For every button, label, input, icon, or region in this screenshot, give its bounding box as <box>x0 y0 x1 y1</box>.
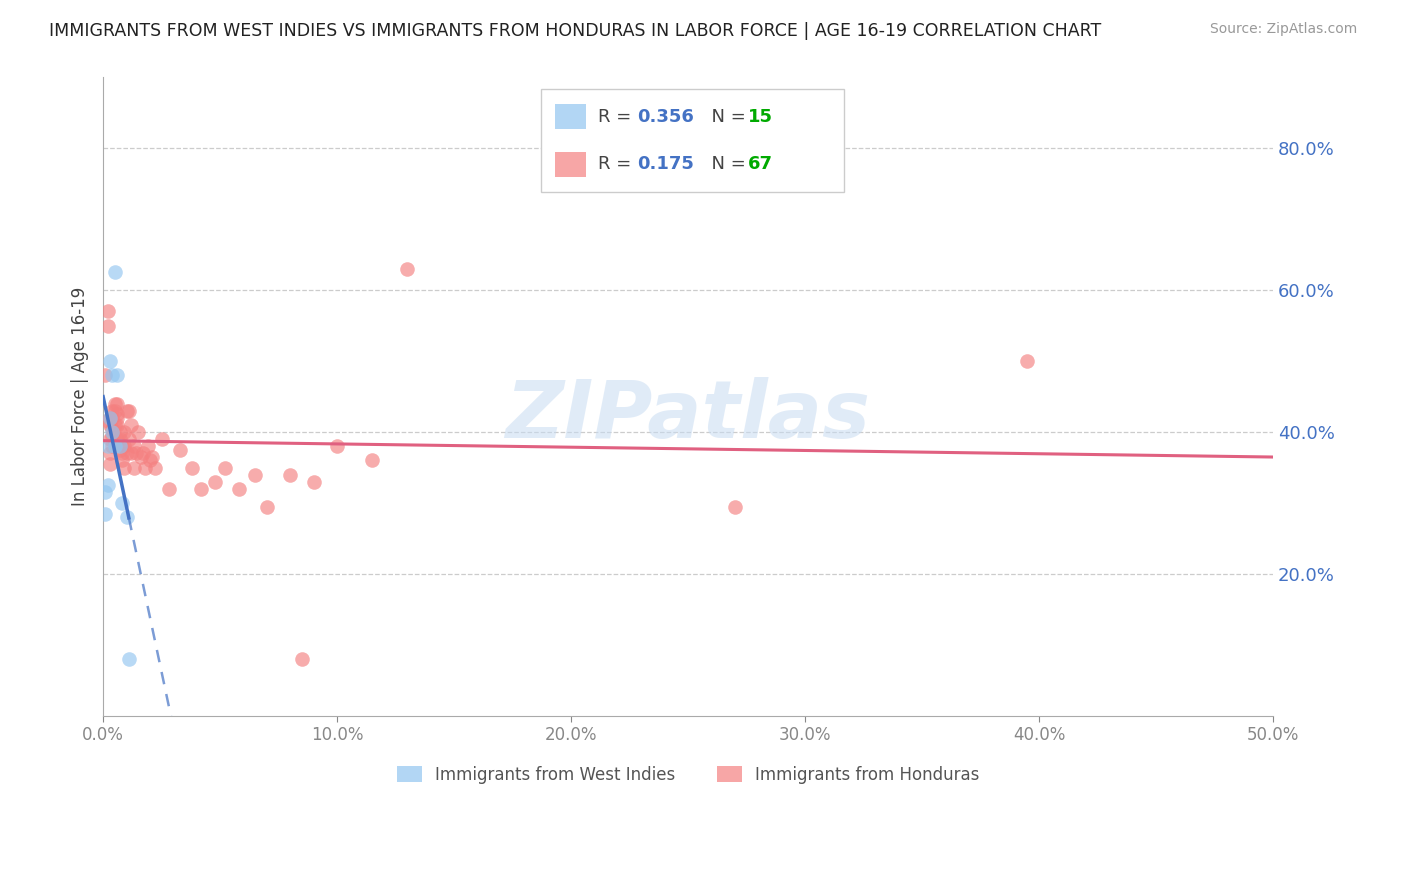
Point <box>141 450 163 464</box>
Point <box>94 368 117 383</box>
Point <box>111 496 134 510</box>
Point <box>256 500 278 514</box>
Point <box>97 414 120 428</box>
Point <box>278 467 301 482</box>
Point <box>105 417 128 432</box>
Point <box>291 652 314 666</box>
Point <box>94 507 117 521</box>
Point <box>214 460 236 475</box>
Point <box>118 432 141 446</box>
Point <box>136 439 159 453</box>
Y-axis label: In Labor Force | Age 16-19: In Labor Force | Age 16-19 <box>72 287 89 507</box>
Text: 67: 67 <box>748 155 773 173</box>
Point <box>98 410 121 425</box>
Text: N =: N = <box>700 155 752 173</box>
Point <box>97 439 120 453</box>
Point <box>129 450 152 464</box>
Point <box>101 428 124 442</box>
Point <box>228 482 250 496</box>
Point <box>139 453 162 467</box>
Text: R =: R = <box>598 108 637 126</box>
Point <box>104 439 127 453</box>
Point <box>120 417 142 432</box>
Point <box>190 482 212 496</box>
Point <box>122 439 145 453</box>
Point <box>118 404 141 418</box>
Point <box>157 482 180 496</box>
Point <box>101 439 124 453</box>
Point <box>122 460 145 475</box>
Point <box>302 475 325 489</box>
Point <box>98 417 121 432</box>
Point <box>108 425 131 439</box>
Point <box>724 500 747 514</box>
Point <box>115 446 138 460</box>
Point <box>361 453 384 467</box>
Point <box>104 417 127 432</box>
Text: 0.356: 0.356 <box>637 108 693 126</box>
Point <box>97 318 120 333</box>
Point <box>118 652 141 666</box>
Point <box>101 421 124 435</box>
Point <box>132 446 155 460</box>
Text: 0.175: 0.175 <box>637 155 693 173</box>
Point <box>104 404 127 418</box>
Point <box>112 439 135 453</box>
Point <box>115 404 138 418</box>
Point <box>115 510 138 524</box>
Point <box>104 435 127 450</box>
Point <box>98 410 121 425</box>
Point <box>98 432 121 446</box>
Point <box>1017 354 1039 368</box>
Text: 15: 15 <box>748 108 773 126</box>
Point <box>112 425 135 439</box>
Point <box>108 432 131 446</box>
Point <box>134 460 156 475</box>
Point <box>105 432 128 446</box>
Text: ZIPatlas: ZIPatlas <box>506 376 870 455</box>
Point <box>101 368 124 383</box>
Point <box>111 446 134 460</box>
Point <box>105 368 128 383</box>
Point <box>245 467 267 482</box>
Point <box>98 354 121 368</box>
Text: IMMIGRANTS FROM WEST INDIES VS IMMIGRANTS FROM HONDURAS IN LABOR FORCE | AGE 16-: IMMIGRANTS FROM WEST INDIES VS IMMIGRANT… <box>49 22 1101 40</box>
Point <box>105 410 128 425</box>
Point <box>143 460 166 475</box>
Point <box>105 397 128 411</box>
Point <box>150 432 173 446</box>
Point <box>97 304 120 318</box>
Point <box>125 446 148 460</box>
Text: N =: N = <box>700 108 752 126</box>
Point <box>101 410 124 425</box>
Point <box>101 425 124 439</box>
Text: Source: ZipAtlas.com: Source: ZipAtlas.com <box>1209 22 1357 37</box>
Point <box>396 261 419 276</box>
Point <box>111 439 134 453</box>
Point <box>120 446 142 460</box>
Point <box>98 446 121 460</box>
Point <box>181 460 204 475</box>
Point <box>101 404 124 418</box>
Point <box>111 453 134 467</box>
Point <box>98 457 121 471</box>
Point <box>169 442 191 457</box>
Legend: Immigrants from West Indies, Immigrants from Honduras: Immigrants from West Indies, Immigrants … <box>389 759 986 790</box>
Point <box>326 439 349 453</box>
Text: R =: R = <box>598 155 637 173</box>
Point <box>108 439 131 453</box>
Point <box>105 407 128 421</box>
Point <box>94 485 117 500</box>
Point <box>127 425 149 439</box>
Point <box>97 478 120 492</box>
Point <box>204 475 226 489</box>
Point <box>112 460 135 475</box>
Point <box>104 397 127 411</box>
Point <box>108 442 131 457</box>
Point <box>104 265 127 279</box>
